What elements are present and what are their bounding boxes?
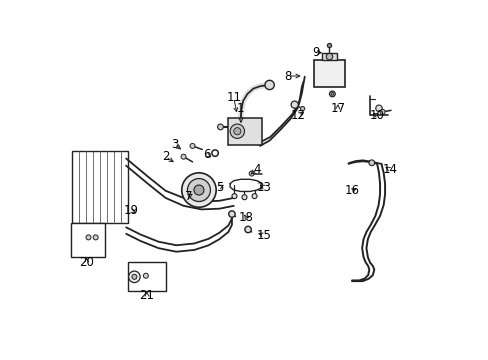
Circle shape: [132, 274, 137, 279]
Polygon shape: [72, 151, 128, 223]
Text: 21: 21: [139, 289, 154, 302]
Circle shape: [194, 185, 203, 195]
Circle shape: [242, 195, 246, 200]
Circle shape: [233, 128, 241, 135]
Circle shape: [330, 93, 333, 95]
Text: 14: 14: [382, 163, 396, 176]
Circle shape: [86, 235, 91, 240]
Circle shape: [290, 101, 298, 108]
Text: 12: 12: [290, 109, 305, 122]
Bar: [70, 223, 104, 257]
Text: 11: 11: [226, 91, 241, 104]
Circle shape: [244, 226, 251, 233]
Circle shape: [326, 43, 331, 48]
Circle shape: [264, 80, 274, 90]
Text: 9: 9: [312, 46, 319, 59]
Circle shape: [181, 154, 185, 159]
Text: 15: 15: [256, 229, 271, 242]
Circle shape: [128, 271, 140, 283]
Text: 10: 10: [369, 109, 384, 122]
Text: 1: 1: [237, 102, 244, 115]
Circle shape: [187, 179, 210, 202]
Text: 8: 8: [283, 69, 291, 82]
Circle shape: [325, 53, 332, 60]
Text: 6: 6: [203, 148, 210, 161]
Text: 3: 3: [170, 138, 178, 150]
Text: 5: 5: [215, 181, 223, 194]
Text: 20: 20: [79, 256, 94, 269]
Circle shape: [93, 235, 98, 240]
Circle shape: [143, 273, 148, 278]
Circle shape: [375, 105, 382, 112]
Circle shape: [251, 194, 257, 199]
Text: 2: 2: [162, 150, 169, 163]
Text: 4: 4: [253, 163, 260, 176]
Text: 7: 7: [185, 190, 192, 203]
Text: 16: 16: [344, 184, 359, 197]
Circle shape: [379, 109, 384, 114]
Circle shape: [182, 173, 216, 207]
Circle shape: [217, 124, 223, 130]
Text: 17: 17: [329, 102, 345, 115]
Text: 18: 18: [238, 211, 253, 224]
Circle shape: [211, 150, 218, 156]
Bar: [322, 53, 336, 60]
Circle shape: [228, 211, 235, 217]
Circle shape: [368, 160, 374, 166]
Circle shape: [190, 143, 195, 148]
Text: 13: 13: [256, 181, 271, 194]
Text: 19: 19: [124, 204, 139, 217]
Circle shape: [230, 124, 244, 138]
Bar: [128, 262, 165, 291]
Bar: [314, 60, 344, 87]
Circle shape: [329, 91, 335, 97]
Circle shape: [231, 194, 237, 199]
Bar: [228, 118, 262, 145]
Circle shape: [249, 171, 254, 176]
Circle shape: [300, 107, 304, 111]
